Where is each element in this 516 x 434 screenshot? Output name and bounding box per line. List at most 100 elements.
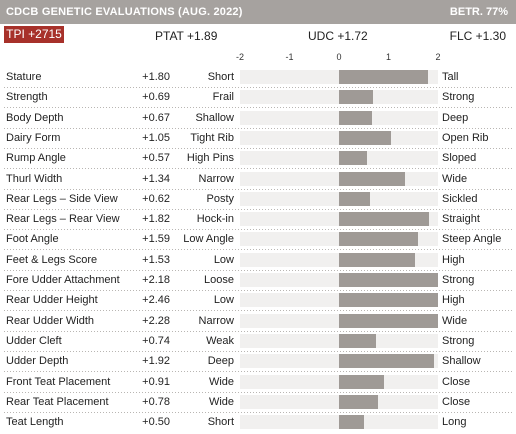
low-descriptor: Narrow [198, 172, 234, 185]
trait-name: Fore Udder Attachment [6, 274, 120, 286]
trait-row: Body Depth +0.67 Shallow Deep [0, 108, 516, 128]
trait-row: Udder Depth +1.92 Deep Shallow [0, 351, 516, 371]
trait-name: Teat Length [6, 416, 64, 429]
low-descriptor: Posty [206, 192, 234, 205]
trait-value-label: +0.78 [142, 395, 170, 408]
flc-value: FLC +1.30 [449, 29, 506, 43]
row-divider [4, 147, 512, 149]
trait-bar [339, 232, 418, 247]
scale-tick-label: -2 [235, 52, 245, 62]
trait-name: Strength [6, 91, 48, 104]
low-descriptor: Low [213, 294, 234, 307]
row-divider [4, 330, 512, 332]
trait-name: Thurl Width [6, 172, 63, 185]
trait-name: Udder Depth [6, 355, 69, 368]
trait-bar [339, 191, 370, 206]
trait-bar [339, 90, 374, 105]
trait-bar [339, 151, 368, 166]
trait-value-label: +1.05 [142, 131, 170, 144]
scale-tick-label: 1 [385, 52, 392, 62]
high-descriptor: Strong [442, 274, 475, 286]
row-divider [4, 371, 512, 373]
trait-bar [339, 394, 378, 409]
high-descriptor: Deep [442, 111, 469, 124]
trait-bar [339, 313, 438, 328]
trait-row: Rear Teat Placement +0.78 Wide Close [0, 392, 516, 412]
low-descriptor: Wide [208, 375, 234, 388]
high-descriptor: Shallow [442, 355, 481, 368]
trait-row: Strength +0.69 Frail Strong [0, 87, 516, 107]
udc-value: UDC +1.72 [308, 29, 368, 43]
trait-bar [339, 212, 430, 227]
low-descriptor: Frail [212, 91, 234, 104]
trait-value-label: +0.62 [142, 192, 170, 205]
trait-value-label: +0.74 [142, 334, 170, 347]
low-descriptor: Short [207, 71, 234, 83]
row-divider [4, 188, 512, 190]
high-descriptor: Sloped [442, 152, 477, 165]
trait-row: Front Teat Placement +0.91 Wide Close [0, 372, 516, 392]
trait-row: Rear Udder Height +2.46 Low High [0, 290, 516, 310]
page-title: CDCB GENETIC EVALUATIONS (AUG. 2022) [6, 6, 243, 18]
low-descriptor: High Pins [186, 152, 234, 165]
row-divider [4, 350, 512, 352]
trait-name: Rear Udder Height [6, 294, 98, 307]
high-descriptor: Long [442, 416, 467, 429]
trait-value-label: +0.91 [142, 375, 170, 388]
trait-bar [339, 110, 373, 125]
trait-bar [339, 130, 391, 145]
trait-value-label: +0.69 [142, 91, 170, 104]
row-divider [4, 127, 512, 129]
trait-value-label: +1.92 [142, 355, 170, 368]
trait-bar [339, 293, 438, 308]
high-descriptor: High [442, 253, 465, 266]
reliability-label: BETR. 77% [449, 6, 508, 18]
trait-row: Rump Angle +0.57 High Pins Sloped [0, 148, 516, 168]
trait-value-label: +1.82 [142, 213, 170, 226]
trait-name: Foot Angle [6, 233, 59, 246]
trait-value-label: +0.67 [142, 111, 170, 124]
high-descriptor: Tall [442, 71, 459, 83]
trait-row: Fore Udder Attachment +2.18 Loose Strong [0, 270, 516, 290]
trait-row: Teat Length +0.50 Short Long [0, 412, 516, 432]
trait-name: Rear Udder Width [6, 314, 95, 327]
high-descriptor: Steep Angle [442, 233, 502, 246]
high-descriptor: Straight [442, 213, 480, 226]
trait-value-label: +2.18 [142, 274, 170, 286]
high-descriptor: Open Rib [442, 131, 489, 144]
scale-tick-label: 0 [336, 52, 342, 62]
scale-tick-label: 2 [435, 52, 441, 62]
low-descriptor: Shallow [195, 111, 234, 124]
trait-name: Dairy Form [6, 131, 61, 144]
tpi-badge: TPI +2715 [4, 26, 64, 43]
trait-value-label: +1.53 [142, 253, 170, 266]
row-divider [4, 107, 512, 109]
row-divider [4, 168, 512, 170]
summary-row: TPI +2715 PTAT +1.89 UDC +1.72 FLC +1.30 [0, 24, 516, 46]
low-descriptor: Low Angle [183, 233, 234, 246]
trait-row: Stature +1.80 Short Tall [0, 67, 516, 87]
high-descriptor: High [442, 294, 465, 307]
trait-row: Feet & Legs Score +1.53 Low High [0, 250, 516, 270]
trait-name: Feet & Legs Score [6, 253, 98, 266]
trait-name: Rear Teat Placement [6, 395, 109, 408]
low-descriptor: Weak [206, 334, 234, 347]
trait-name: Rump Angle [6, 152, 66, 165]
high-descriptor: Wide [442, 314, 468, 327]
header-bar: CDCB GENETIC EVALUATIONS (AUG. 2022) BET… [0, 0, 516, 24]
row-divider [4, 229, 512, 231]
trait-row: Rear Legs – Rear View +1.82 Hock-in Straigh… [0, 209, 516, 229]
high-descriptor: Strong [442, 334, 475, 347]
trait-row: Thurl Width +1.34 Narrow Wide [0, 169, 516, 189]
row-divider [4, 208, 512, 210]
row-divider [4, 411, 512, 413]
trait-name: Stature [6, 71, 42, 83]
high-descriptor: Strong [442, 91, 475, 104]
low-descriptor: Narrow [198, 314, 234, 327]
low-descriptor: Hock-in [196, 213, 234, 226]
high-descriptor: Close [442, 375, 471, 388]
high-descriptor: Wide [442, 172, 468, 185]
trait-name: Front Teat Placement [6, 375, 111, 388]
trait-bar [339, 354, 435, 369]
